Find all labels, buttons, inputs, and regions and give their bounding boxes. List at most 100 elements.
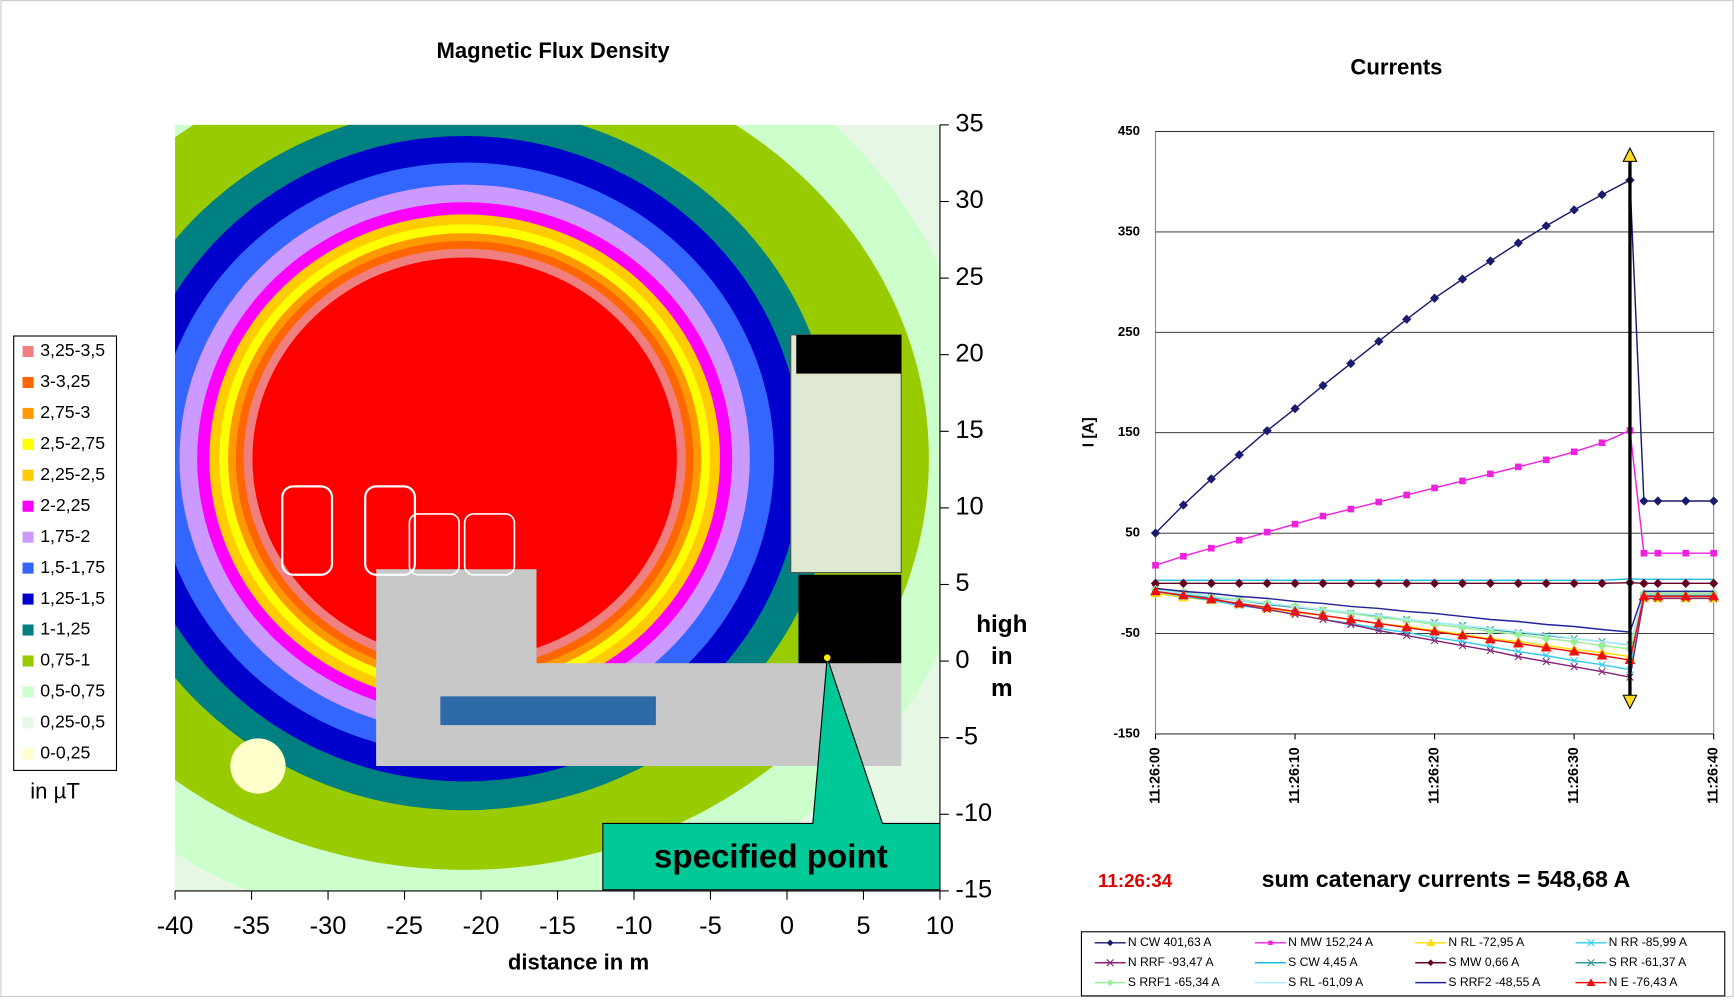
series-line xyxy=(1155,578,1714,582)
data-point xyxy=(1152,561,1159,569)
legend-swatch xyxy=(22,345,34,358)
x-tick-label: 11:26:20 xyxy=(1426,747,1442,804)
legend-label: 3,25-3,5 xyxy=(40,340,105,360)
data-point xyxy=(1346,358,1356,369)
data-point xyxy=(1180,552,1187,560)
legend-label: 1,5-1,75 xyxy=(40,557,105,577)
legend-box xyxy=(1080,931,1726,997)
series-line xyxy=(1154,178,1714,534)
data-point xyxy=(1681,496,1691,506)
legend-swatch xyxy=(22,407,34,419)
legend-label: S CW 4,45 A xyxy=(1288,955,1358,969)
series-line xyxy=(1155,587,1714,633)
data-point xyxy=(1485,578,1496,588)
legend-label: S MW 0,66 A xyxy=(1448,955,1520,969)
x-tick-label: 11:26:10 xyxy=(1287,747,1303,804)
x-tick-label: -25 xyxy=(386,912,423,940)
y-tick-label: -150 xyxy=(1113,725,1140,740)
y-tick-label: 50 xyxy=(1125,525,1140,540)
x-tick-label: 11:26:40 xyxy=(1705,747,1721,804)
legend-label: N RL -72,95 A xyxy=(1448,935,1525,949)
train xyxy=(364,485,417,576)
y-tick-label: 35 xyxy=(955,110,983,138)
flux-map xyxy=(175,124,940,891)
data-point xyxy=(1263,528,1271,536)
data-point xyxy=(1429,578,1440,588)
data-point xyxy=(1262,578,1272,588)
legend-label: S RRF2 -48,55 A xyxy=(1448,975,1541,989)
x-tick-label: -40 xyxy=(157,912,194,940)
data-point xyxy=(1457,274,1468,284)
legend-label: 0,75-1 xyxy=(40,650,90,670)
data-point xyxy=(1485,256,1496,266)
data-point xyxy=(1598,660,1606,669)
y-tick-label: 5 xyxy=(955,569,969,597)
data-point xyxy=(1402,314,1412,324)
train xyxy=(408,513,460,576)
data-point xyxy=(1710,549,1717,557)
legend-swatch xyxy=(22,624,34,636)
legend-marker xyxy=(1426,938,1436,947)
data-point xyxy=(1709,578,1719,588)
data-point xyxy=(1640,549,1648,557)
data-point xyxy=(1206,578,1216,588)
legend-swatch xyxy=(22,376,34,388)
data-point xyxy=(1429,293,1440,303)
x-tick-label: -30 xyxy=(310,912,347,940)
legend-label: N E -76,43 A xyxy=(1609,975,1679,989)
data-point xyxy=(1430,636,1439,645)
data-point xyxy=(1235,536,1243,544)
data-point xyxy=(1596,650,1608,660)
data-point xyxy=(1569,205,1579,215)
data-point xyxy=(1570,662,1578,671)
series-line xyxy=(1155,429,1714,566)
data-point xyxy=(1402,578,1412,588)
data-point xyxy=(1652,590,1664,601)
y-tick-label: 0 xyxy=(955,646,969,674)
y-axis-label: high xyxy=(976,611,1027,638)
y-tick-label: 30 xyxy=(955,186,983,214)
data-point xyxy=(1347,505,1355,513)
y-tick-label: 450 xyxy=(1118,123,1140,138)
x-tick-label: 0 xyxy=(780,912,794,940)
callout-label: specified point xyxy=(654,839,888,876)
data-point xyxy=(1429,625,1440,636)
legend-label: 3-3,25 xyxy=(40,371,90,391)
x-tick-label: -10 xyxy=(616,912,653,940)
y-axis-label: m xyxy=(991,675,1013,702)
legend-swatch xyxy=(22,562,34,574)
legend-label: S RL -61,09 A xyxy=(1288,975,1364,989)
legend-label: 2,25-2,5 xyxy=(40,464,105,484)
series-line xyxy=(1155,587,1714,679)
data-point xyxy=(1317,609,1329,620)
y-tick-label: -50 xyxy=(1121,625,1140,640)
legend-label: 1,75-2 xyxy=(40,526,90,546)
data-point xyxy=(1375,626,1383,635)
data-point xyxy=(1178,589,1189,600)
y-axis-label: I [A] xyxy=(1080,417,1097,447)
chart-title: Magnetic Flux Density xyxy=(436,38,670,63)
data-point xyxy=(1513,238,1523,248)
data-point xyxy=(1542,651,1550,660)
time-label: 11:26:34 xyxy=(1098,870,1173,891)
contour-core xyxy=(252,257,677,660)
train xyxy=(281,485,334,576)
x-tick-label: -20 xyxy=(463,912,500,940)
data-point xyxy=(1541,221,1551,231)
legend-marker xyxy=(1586,978,1596,986)
y-axis-label: in xyxy=(991,643,1013,670)
data-point xyxy=(1234,578,1244,588)
legend-marker xyxy=(1106,959,1114,967)
legend-swatch xyxy=(22,717,34,729)
legend-label: 2,75-3 xyxy=(40,402,90,422)
legend-swatch xyxy=(22,748,34,760)
data-point xyxy=(1178,578,1189,588)
data-point xyxy=(1459,477,1466,485)
data-point xyxy=(1318,380,1328,391)
data-point xyxy=(1234,450,1244,460)
y-tick-label: 25 xyxy=(955,263,983,291)
data-point xyxy=(1709,496,1719,506)
data-point xyxy=(1708,590,1720,601)
